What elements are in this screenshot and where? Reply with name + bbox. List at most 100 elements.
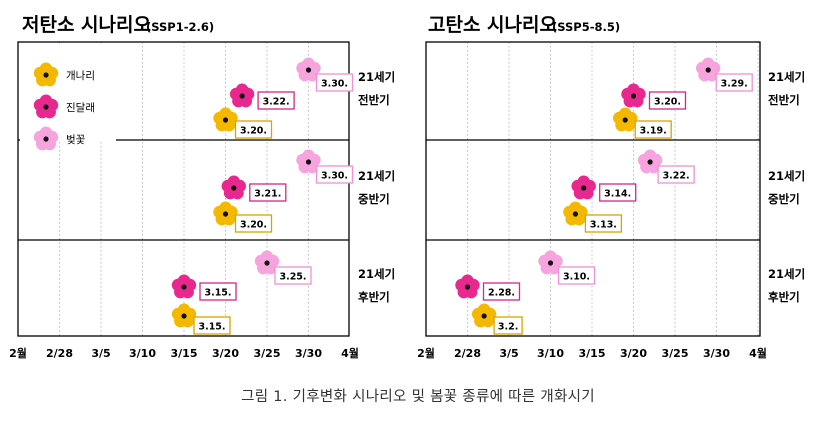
x-tick-label: 3/15 <box>579 347 606 360</box>
date-label: 3.15. <box>198 322 225 333</box>
x-tick-label: 2/28 <box>46 347 73 360</box>
chart-title: 고탄소 시나리오 <box>428 14 557 36</box>
flower-icon <box>213 107 238 132</box>
date-label: 3.19. <box>640 126 667 137</box>
date-label: 3.20. <box>240 220 267 231</box>
date-label-box <box>599 183 637 202</box>
date-label: 3.21. <box>254 189 281 200</box>
period-label-line2: 전반기 <box>358 93 390 107</box>
date-label: 3.20. <box>654 97 681 108</box>
date-label: 2.28. <box>488 288 515 299</box>
figure-caption: 그림 1. 기후변화 시나리오 및 봄꽃 종류에 따른 개화시기 <box>241 389 595 405</box>
period-label-line2: 후반기 <box>768 290 800 304</box>
flower-icon <box>621 83 646 108</box>
date-label: 3.2. <box>498 322 518 333</box>
date-label-box <box>315 165 354 184</box>
period-label-line1: 21세기 <box>358 169 395 183</box>
chart-subtitle: (SSP5-8.5) <box>552 20 620 34</box>
flower-center-dot <box>481 313 487 319</box>
flower-icon <box>33 62 59 87</box>
date-label-box <box>249 183 287 202</box>
date-label-box <box>257 91 295 110</box>
date-label-box <box>557 266 596 285</box>
flower-icon <box>213 201 238 226</box>
date-label: 3.22. <box>263 97 290 108</box>
flower-center-dot <box>622 117 628 123</box>
x-tick-label: 3/20 <box>212 347 239 360</box>
flower-center-dot <box>181 313 187 319</box>
flower-center-dot <box>43 72 49 78</box>
period-label-line1: 21세기 <box>358 70 395 84</box>
date-label: 3.13. <box>590 220 617 231</box>
period-label-line1: 21세기 <box>768 267 805 281</box>
flower-center-dot <box>222 211 229 217</box>
x-tick-label: 3/20 <box>620 347 647 360</box>
date-label-box <box>234 120 273 139</box>
date-label-box <box>315 73 354 92</box>
flower-icon <box>571 175 596 200</box>
flower-icon <box>33 94 59 119</box>
x-tick-label: 2월 <box>9 346 27 360</box>
date-label: 3.15. <box>204 288 231 299</box>
date-label: 3.30. <box>321 79 348 90</box>
x-tick-label: 4월 <box>341 346 359 360</box>
date-label-box <box>634 120 672 139</box>
flower-icon <box>296 57 321 82</box>
x-tick-label: 3/15 <box>171 347 198 360</box>
flower-icon <box>229 83 255 108</box>
chart-title: 저탄소 시나리오 <box>22 14 151 36</box>
plot-frame <box>17 41 350 337</box>
flower-center-dot <box>581 185 587 191</box>
period-label-line1: 21세기 <box>358 267 395 281</box>
flower-center-dot <box>43 104 49 110</box>
date-label-box <box>482 282 521 301</box>
flower-center-dot <box>222 117 229 123</box>
date-label: 3.30. <box>321 171 348 182</box>
flower-icon <box>171 274 197 299</box>
flower-center-dot <box>305 159 312 165</box>
flower-center-dot <box>647 159 653 165</box>
legend-label-cherry: 벚꽃 <box>66 134 86 146</box>
chart-panel-1: 저탄소 시나리오(SSP1-2.6) 2월 2/28 3/5 3/10 3/15 3/20 3… <box>9 14 395 360</box>
x-tick-label: 3/25 <box>662 347 689 360</box>
chart-subtitle: (SSP1-2.6) <box>146 20 214 34</box>
flower-icon <box>455 274 480 299</box>
date-label-box <box>199 282 237 301</box>
flower-center-dot <box>630 93 637 99</box>
flower-center-dot <box>43 136 49 142</box>
chart-panel-2: 고탄소 시나리오(SSP5-8.5) 2월 2/28 3/5 3/10 3/15 3/20 3… <box>417 14 805 360</box>
flower-center-dot <box>264 260 270 266</box>
flower-center-dot <box>705 67 711 73</box>
flower-icon <box>296 149 321 174</box>
date-label: 3.14. <box>604 189 631 200</box>
flower-center-dot <box>464 284 471 290</box>
flower-icon <box>696 57 721 82</box>
x-tick-label: 3/10 <box>129 347 156 360</box>
flower-icon <box>637 149 663 174</box>
date-label-box <box>648 91 687 110</box>
flower-icon <box>254 250 280 275</box>
flower-icon <box>538 250 563 275</box>
flower-icon <box>171 303 197 328</box>
x-tick-label: 3/5 <box>91 347 110 360</box>
date-label-box <box>274 266 312 285</box>
date-label-box <box>584 214 623 233</box>
period-label-line1: 21세기 <box>768 70 805 84</box>
date-label: 3.20. <box>240 126 267 137</box>
legend-label-azalea: 진달래 <box>66 102 95 114</box>
flower-icon <box>563 201 588 226</box>
period-label-line2: 중반기 <box>358 192 390 206</box>
x-tick-label: 3/10 <box>537 347 564 360</box>
date-label: 3.22. <box>663 171 690 182</box>
date-label-box <box>493 316 523 335</box>
legend-box <box>20 44 116 142</box>
x-tick-label: 3/30 <box>703 347 730 360</box>
period-label-line2: 중반기 <box>768 192 800 206</box>
flower-icon <box>471 303 497 328</box>
x-tick-label: 3/25 <box>254 347 281 360</box>
x-tick-label: 2/28 <box>454 347 481 360</box>
flower-icon <box>613 107 638 132</box>
flower-center-dot <box>231 185 237 191</box>
